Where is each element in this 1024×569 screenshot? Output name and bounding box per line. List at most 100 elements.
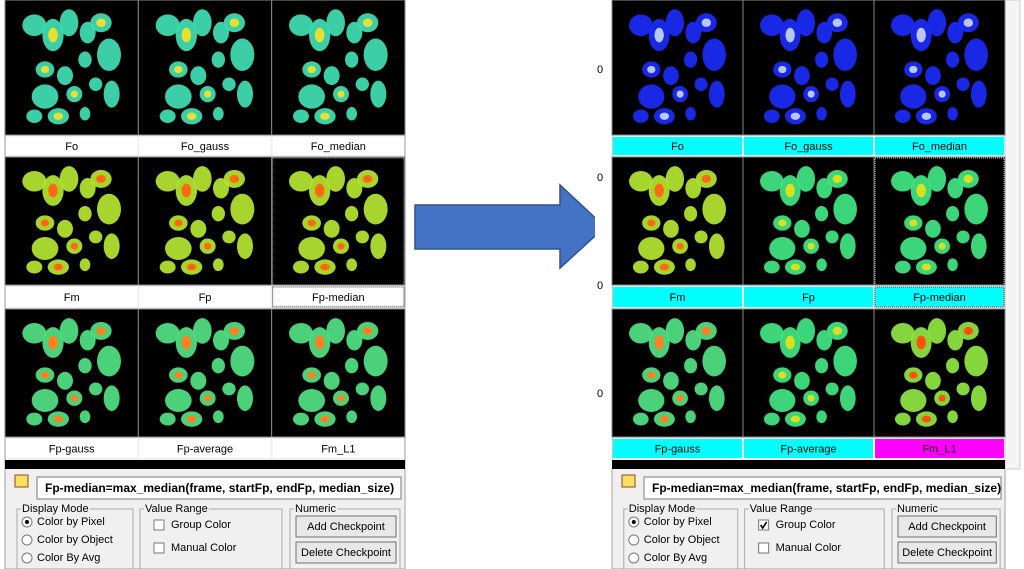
leaf-core [40,219,50,227]
leaf [346,107,357,121]
leaf-core [40,65,50,74]
tile[interactable]: Fp [137,156,273,307]
leaf [59,9,79,37]
leaf-core [229,18,240,28]
radio[interactable] [21,534,33,546]
tile[interactable]: Fm_L1 [271,308,406,458]
leaf [816,107,827,121]
leaf [685,107,696,121]
leaf [22,14,47,37]
formula: Fp-median=max_median(frame, startFp, end… [45,481,394,495]
leaf [213,258,224,272]
button[interactable] [897,515,997,538]
radio-label: Color By Avg [644,552,707,564]
radio[interactable] [628,534,640,546]
tile-label: Fo_median [912,141,967,153]
leaf-core [921,415,932,423]
tile[interactable]: Fo [611,0,744,155]
tile[interactable]: Fp-median [873,156,1006,308]
group-title-bg [21,505,90,513]
button[interactable] [897,541,997,564]
leaf [363,193,388,225]
tile[interactable]: Fp-median [271,156,406,308]
checkbox[interactable] [758,542,770,554]
leaf-core [174,371,183,379]
button[interactable] [295,515,397,538]
tile[interactable]: Fp-average [742,308,875,458]
button[interactable] [295,541,397,564]
leaf [230,345,255,377]
leaf [346,410,357,424]
leaf [970,80,987,108]
leaf [57,371,73,390]
leaf [632,260,649,274]
tile-label-bg [613,439,742,458]
leaf [900,84,927,109]
tile-label-bg [744,287,873,307]
leaf [57,66,73,86]
radio[interactable] [628,552,640,564]
checkbox[interactable] [758,519,770,531]
leaf [796,9,816,37]
tile-label-bg [139,287,271,307]
leaf-core [778,371,787,379]
leaf [190,66,207,86]
leaf [947,410,958,424]
tile[interactable]: Fm_L1 [873,308,1006,458]
tile[interactable]: Fp [742,156,875,307]
leaf [103,80,120,108]
tile[interactable]: Fo_median [271,0,406,155]
tile[interactable]: Fo_gauss [137,0,273,155]
leaf [289,171,313,192]
leaf [89,382,103,396]
tile-selection [272,157,405,307]
leaf-core [701,174,712,183]
radio-label: Color by Pixel [644,516,712,528]
leaf-core [785,335,795,350]
leaf-core [204,394,212,402]
tile-label: Fo [671,141,684,153]
leaf-core [916,335,926,350]
checkbox[interactable] [153,519,165,531]
leaf-core [701,18,712,28]
leaf-core [778,65,787,74]
tile[interactable]: Fo_gauss [742,0,875,155]
leaf [629,171,653,192]
leaf [927,166,947,192]
leaf [964,38,988,71]
leaf-core [70,242,78,250]
tile-label: Fm [64,292,80,304]
leaf [370,233,387,259]
tile-label-bg [613,137,742,155]
leaf [694,382,708,396]
leaf [289,323,313,344]
leaf [363,38,388,71]
radio[interactable] [21,552,33,564]
leaf [629,14,653,37]
leaf [79,258,91,272]
leaf-core [48,183,58,198]
leaf-core [659,263,670,271]
leaf [665,166,685,192]
leaf [211,206,225,222]
tile[interactable]: Fm [611,156,744,307]
leaf [211,51,225,68]
radio-dot [25,520,29,524]
tile-label-bg [744,439,873,458]
tile[interactable]: Fm [4,156,139,307]
radio-label: Color by Pixel [37,516,105,528]
tile[interactable]: Fp-gauss [4,308,139,458]
tile[interactable]: Fp-average [137,308,273,458]
leaf [31,84,59,109]
checkbox[interactable] [153,542,165,554]
tile[interactable]: Fp-gauss [611,308,744,458]
checkbox-label: Manual Color [171,542,237,554]
group-box [139,508,283,569]
leaf [165,389,192,413]
tile[interactable]: Fo [4,0,139,155]
tile[interactable]: Fo_median [873,0,1006,155]
edge-mark: 0 [597,172,603,184]
panel: 0 0 0 0 Fo Fo_gauss Fo_median Fm Fp Fp-median Fp-g… [595,0,1021,569]
leaf-core [48,335,58,350]
group-title: Numeric [897,503,938,515]
